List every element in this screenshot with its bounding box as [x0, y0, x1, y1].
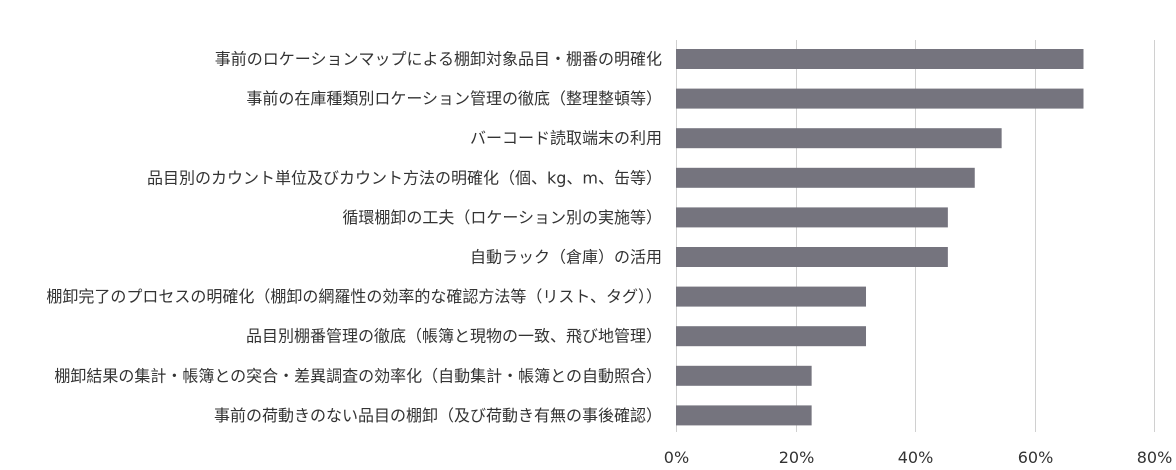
- bar-3: [676, 128, 1002, 149]
- category-label-9: 棚卸結果の集計・帳簿との突合・差異調査の効率化（自動集計・帳簿との自動照合）: [54, 366, 662, 385]
- category-label-6: 自動ラック（倉庫）の活用: [470, 248, 662, 267]
- bar-9: [676, 365, 812, 386]
- x-tick-label: 40%: [898, 448, 934, 467]
- bar-10: [676, 405, 812, 426]
- bar-8: [676, 326, 867, 347]
- bars: [676, 49, 1084, 426]
- category-label-10: 事前の荷動きのない品目の棚卸（及び荷動き有無の事後確認）: [214, 406, 662, 425]
- bar-1: [676, 49, 1084, 69]
- x-axis-tick-labels: 0% 20% 40% 60% 80%: [664, 448, 1172, 467]
- bar-5: [676, 207, 948, 228]
- bar-4: [676, 167, 975, 188]
- category-label-2: 事前の在庫種類別ロケーション管理の徹底（整理整頓等）: [246, 89, 662, 108]
- category-label-8: 品目別棚番管理の徹底（帳簿と現物の一致、飛び地管理）: [246, 327, 662, 346]
- category-labels: 事前のロケーションマップによる棚卸対象品目・棚番の明確化事前の在庫種類別ロケーシ…: [46, 50, 662, 425]
- bar-6: [676, 247, 948, 267]
- category-label-7: 棚卸完了のプロセスの明確化（棚卸の網羅性の効率的な確認方法等（リスト、タグ））: [46, 287, 662, 306]
- category-label-4: 品目別のカウント単位及びカウント方法の明確化（個、kg、m、缶等）: [147, 168, 662, 187]
- category-label-1: 事前のロケーションマップによる棚卸対象品目・棚番の明確化: [215, 50, 662, 69]
- x-tick-label: 20%: [779, 448, 815, 467]
- x-tick-label: 80%: [1137, 448, 1173, 467]
- bar-2: [676, 88, 1084, 109]
- category-label-5: 循環棚卸の工夫（ロケーション別の実施等）: [342, 208, 662, 227]
- category-label-3: バーコード読取端末の利用: [470, 129, 662, 148]
- x-tick-label: 60%: [1018, 448, 1054, 467]
- x-tick-label: 0%: [664, 448, 689, 467]
- bar-7: [676, 286, 867, 307]
